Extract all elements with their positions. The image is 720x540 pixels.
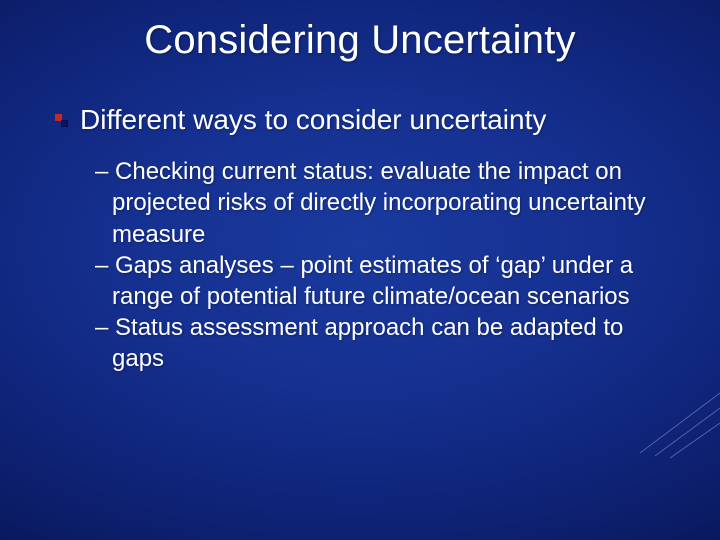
bullet-icon <box>55 114 68 127</box>
sub-bullet-item: – Status assessment approach can be adap… <box>95 312 670 374</box>
sub-bullet-item: – Gaps analyses – point estimates of ‘ga… <box>95 250 670 312</box>
bullet-text: Different ways to consider uncertainty <box>80 103 546 137</box>
slide-title: Considering Uncertainty <box>0 0 720 63</box>
decorative-lines-icon <box>630 378 720 458</box>
content-area: Different ways to consider uncertainty –… <box>0 63 720 374</box>
slide: Considering Uncertainty Different ways t… <box>0 0 720 540</box>
bullet-level1: Different ways to consider uncertainty <box>55 103 670 137</box>
sub-bullet-list: – Checking current status: evaluate the … <box>55 156 670 374</box>
sub-bullet-item: – Checking current status: evaluate the … <box>95 156 670 250</box>
